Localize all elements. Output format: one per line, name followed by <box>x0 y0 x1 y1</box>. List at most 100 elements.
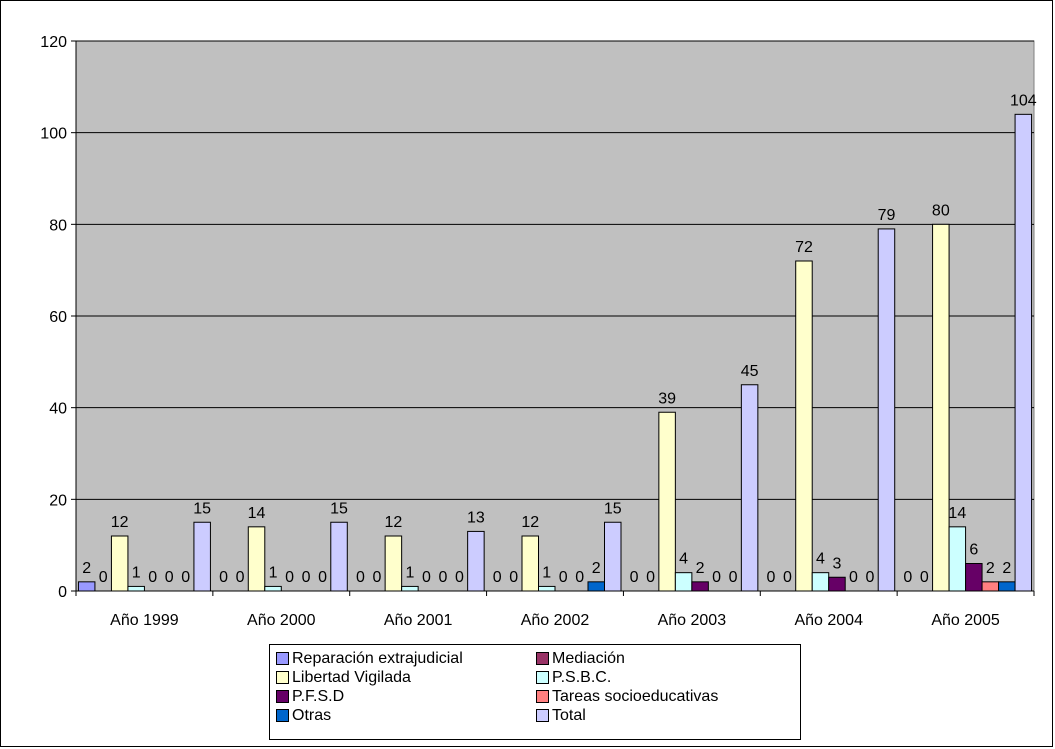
legend-label: P.S.B.C. <box>552 668 612 686</box>
x-tick-label: Año 2003 <box>658 612 727 629</box>
data-label: 72 <box>795 239 813 256</box>
data-label: 15 <box>330 500 348 517</box>
bar-p-s-b-c--0 <box>127 585 145 592</box>
data-label: 1 <box>132 564 141 581</box>
x-tick-label: Año 2002 <box>521 612 590 629</box>
data-label: 0 <box>712 569 721 586</box>
data-label: 2 <box>82 560 91 577</box>
legend-swatch <box>276 652 289 665</box>
data-label: 45 <box>741 363 759 380</box>
legend-label: Tareas socioeducativas <box>552 687 719 705</box>
data-label: 79 <box>878 207 896 224</box>
legend-item: Reparación extrajudicial <box>276 649 536 668</box>
data-label: 0 <box>729 569 738 586</box>
bar-reparaci-n-extrajudicial-0 <box>77 581 96 592</box>
data-label: 1 <box>269 564 278 581</box>
x-tick-label: Año 2000 <box>247 612 316 629</box>
data-label: 14 <box>248 505 266 522</box>
y-tick-label: 80 <box>49 217 67 234</box>
legend-label: Otras <box>292 706 332 724</box>
legend-swatch <box>536 709 549 722</box>
x-tick-label: Año 1999 <box>110 612 179 629</box>
data-label: 15 <box>604 500 622 517</box>
legend-item: Libertad Vigilada <box>276 668 536 687</box>
bar-total-4 <box>740 384 759 592</box>
bar-libertad-vigilada-3 <box>521 535 539 592</box>
y-tick-label: 120 <box>40 34 67 51</box>
data-label: 0 <box>630 569 639 586</box>
data-label: 4 <box>816 551 825 568</box>
bar-otras-6 <box>998 581 1016 592</box>
data-label: 13 <box>467 509 485 526</box>
y-tick-label: 60 <box>49 309 67 326</box>
legend-item: P.S.B.C. <box>536 668 796 687</box>
data-label: 12 <box>521 514 539 531</box>
data-label: 0 <box>438 569 447 586</box>
data-label: 2 <box>986 560 995 577</box>
legend-swatch <box>276 690 289 703</box>
bar-p-s-b-c--2 <box>401 585 419 592</box>
data-label: 0 <box>372 569 381 586</box>
legend: Reparación extrajudicial Mediación Liberta… <box>269 644 801 740</box>
data-label: 0 <box>455 569 464 586</box>
bar-otras-3 <box>587 581 605 592</box>
data-label: 0 <box>903 569 912 586</box>
legend-swatch <box>536 652 549 665</box>
data-label: 1 <box>405 564 414 581</box>
data-label: 2 <box>1002 560 1011 577</box>
bar-p-s-b-c--5 <box>811 572 830 592</box>
bar-p-s-b-c--1 <box>264 585 282 592</box>
y-tick-label: 40 <box>49 401 67 418</box>
legend-swatch <box>536 671 549 684</box>
bar-libertad-vigilada-6 <box>932 223 950 592</box>
data-label: 0 <box>767 569 776 586</box>
bar-p-s-b-c--4 <box>674 572 693 592</box>
data-label: 39 <box>658 390 676 407</box>
x-tick-label: Año 2001 <box>384 612 453 629</box>
legend-item: Otras <box>276 706 536 725</box>
data-label: 0 <box>318 569 327 586</box>
data-label: 0 <box>302 569 311 586</box>
legend-label: Total <box>552 706 586 724</box>
data-label: 3 <box>833 555 842 572</box>
bar-tareas-socioeducativas-6 <box>981 581 1000 592</box>
bar-total-3 <box>604 521 622 592</box>
legend-swatch <box>536 690 549 703</box>
data-label: 0 <box>783 569 792 586</box>
bar-p-s-b-c--6 <box>948 526 967 592</box>
data-label: 4 <box>679 551 688 568</box>
data-label: 2 <box>696 560 705 577</box>
legend-label: Reparación extrajudicial <box>292 649 463 667</box>
data-label: 0 <box>559 569 568 586</box>
legend-item: Total <box>536 706 796 725</box>
data-label: 1 <box>542 564 551 581</box>
data-label: 0 <box>849 569 858 586</box>
bar-libertad-vigilada-5 <box>795 260 813 592</box>
data-label: 12 <box>384 514 402 531</box>
bar-total-1 <box>330 521 348 592</box>
bar-libertad-vigilada-0 <box>110 535 129 592</box>
legend-item: P.F.S.D <box>276 687 536 706</box>
data-label: 0 <box>646 569 655 586</box>
bar-libertad-vigilada-1 <box>247 526 266 592</box>
bar-total-6 <box>1014 113 1033 592</box>
data-label: 2 <box>592 560 601 577</box>
data-label: 0 <box>165 569 174 586</box>
data-label: 0 <box>356 569 365 586</box>
data-label: 0 <box>99 569 108 586</box>
data-label: 6 <box>969 542 978 559</box>
data-label: 0 <box>285 569 294 586</box>
data-label: 0 <box>236 569 245 586</box>
legend-item: Mediación <box>536 649 796 668</box>
data-label: 12 <box>111 514 129 531</box>
legend-swatch <box>276 671 289 684</box>
data-label: 14 <box>948 505 966 522</box>
bar-p-f-s-d-4 <box>691 581 709 592</box>
data-label: 0 <box>509 569 518 586</box>
y-tick-label: 0 <box>58 584 67 601</box>
bar-total-0 <box>193 521 211 592</box>
y-tick-label: 20 <box>49 492 67 509</box>
bar-total-2 <box>467 530 485 592</box>
